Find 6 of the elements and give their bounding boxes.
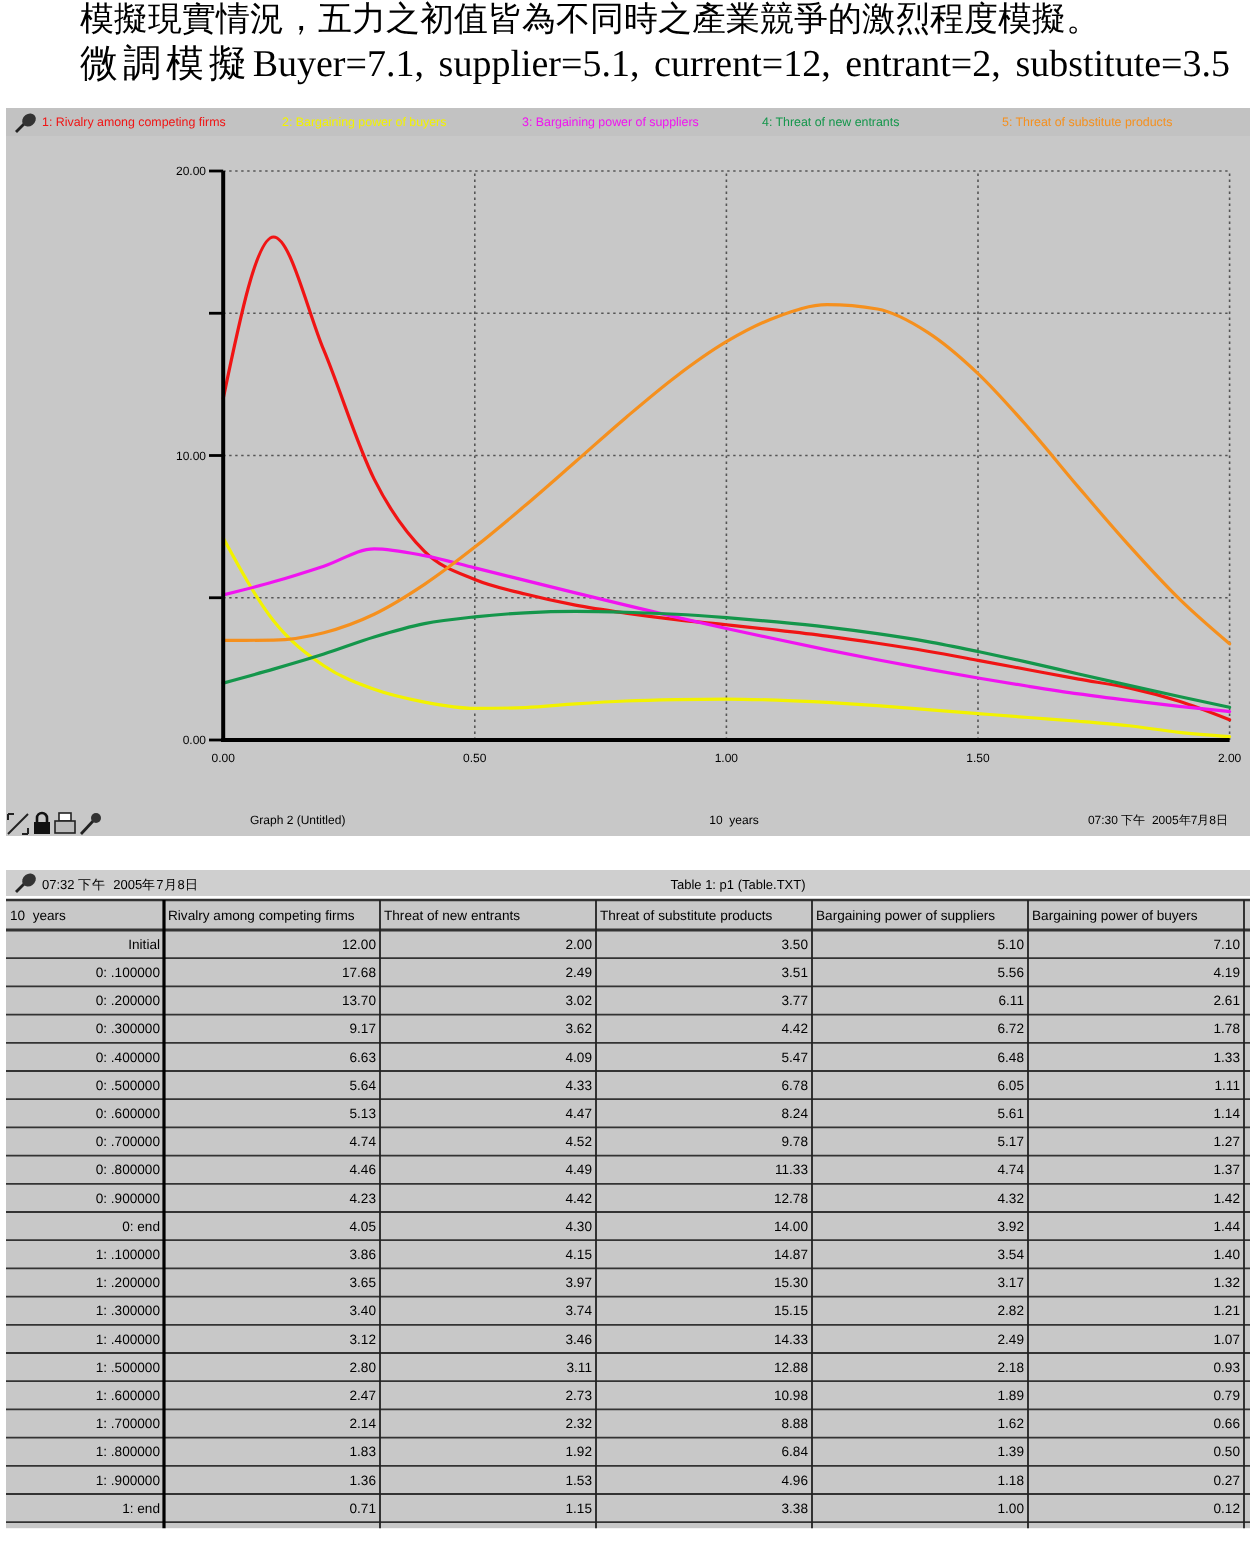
line-series <box>221 235 1232 722</box>
line-series <box>221 303 1232 646</box>
line-series <box>221 609 1232 709</box>
line-series <box>221 547 1232 714</box>
chart-subtitle: 微調模擬Buyer=7.1, supplier=5.1, current=12, entrant=2, substitute=3.5 <box>80 44 1230 88</box>
chart-title: 模擬現實情況，五力之初值皆為不同時之產業競爭的激烈程度模擬。 <box>80 0 1100 40</box>
